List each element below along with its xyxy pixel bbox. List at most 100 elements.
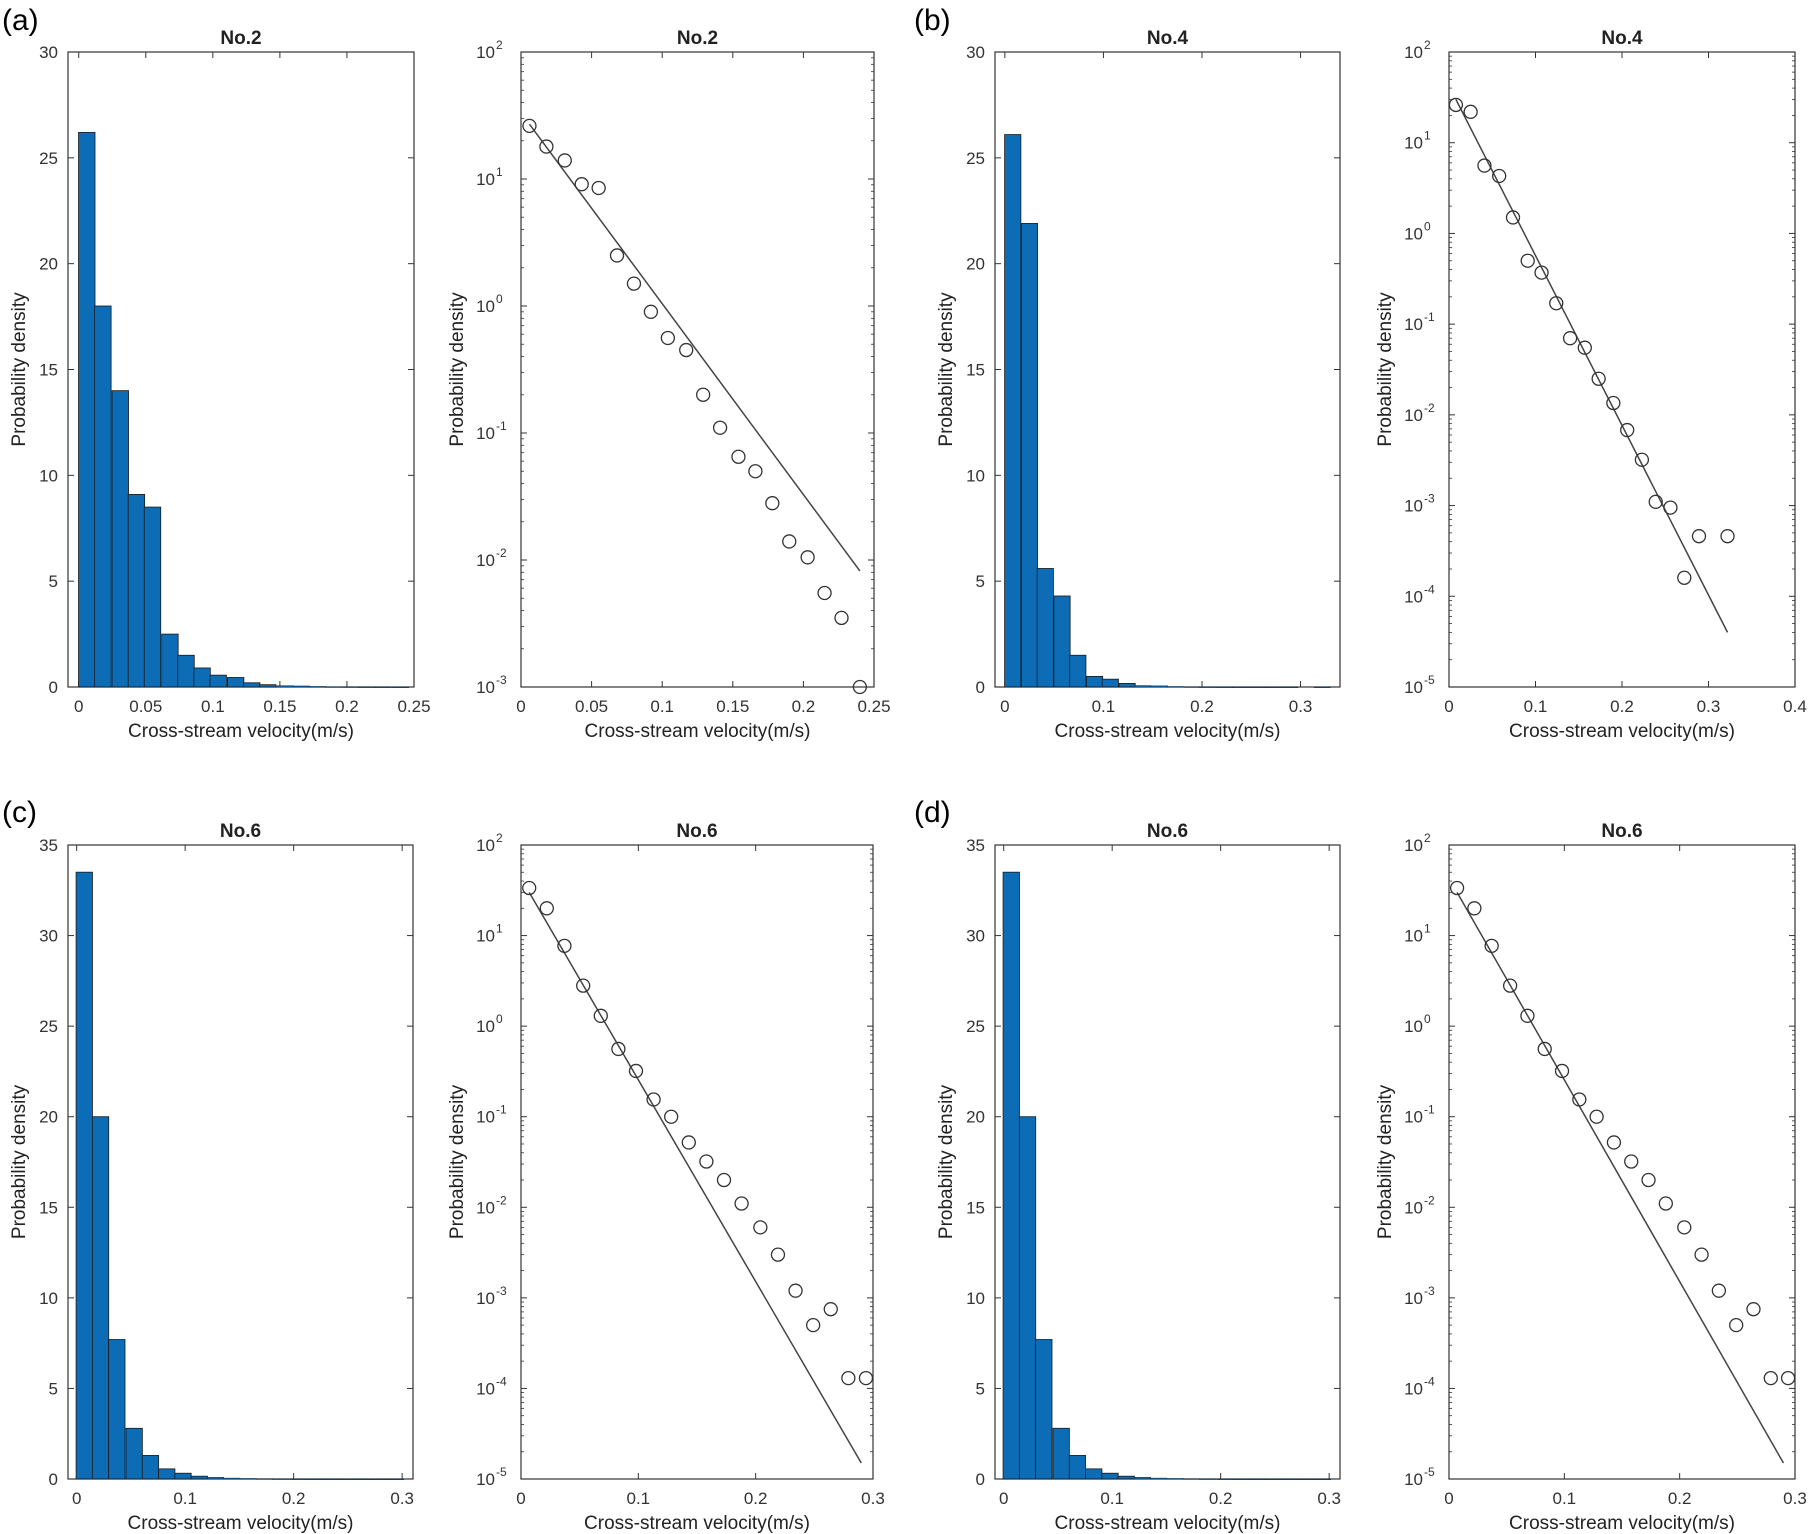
y-axis-label: Probability density bbox=[1375, 1084, 1396, 1239]
y-axis-label: Probability density bbox=[447, 292, 468, 447]
y-tick-label: 10 bbox=[39, 1289, 58, 1308]
y-tick-label: 10 bbox=[1404, 678, 1423, 697]
histogram-bar bbox=[293, 686, 309, 687]
histogram-bar bbox=[1298, 1479, 1314, 1480]
data-point bbox=[766, 497, 779, 510]
y-tick-label: 5 bbox=[976, 572, 985, 591]
histogram-bar bbox=[1183, 1479, 1199, 1480]
y-tick-base: 10 bbox=[476, 1470, 495, 1489]
histogram-bar bbox=[375, 687, 391, 688]
histogram-bar bbox=[290, 1479, 306, 1480]
histogram-bar bbox=[194, 668, 210, 687]
y-tick-base: 10 bbox=[476, 836, 495, 855]
y-tick-exponent: -1 bbox=[1424, 1103, 1435, 1117]
data-point bbox=[665, 1110, 678, 1123]
y-tick-label: 10 bbox=[476, 1108, 495, 1127]
x-axis-label: Cross-stream velocity(m/s) bbox=[128, 1513, 354, 1534]
data-point bbox=[835, 611, 848, 624]
y-tick-label: 30 bbox=[39, 927, 58, 946]
histogram-bar bbox=[1167, 686, 1183, 687]
x-tick-label: 0.3 bbox=[1697, 697, 1721, 716]
data-point bbox=[1692, 530, 1705, 543]
data-point bbox=[1564, 332, 1577, 345]
x-tick-label: 0.15 bbox=[716, 697, 749, 716]
y-tick-label: 25 bbox=[39, 1017, 58, 1036]
data-point bbox=[1468, 902, 1481, 915]
y-tick-exponent: 0 bbox=[496, 292, 503, 306]
axes-box bbox=[1449, 52, 1795, 687]
x-tick-label: 0.3 bbox=[390, 1489, 414, 1508]
data-point bbox=[754, 1221, 767, 1234]
histogram-bar bbox=[1021, 223, 1037, 687]
y-tick-exponent: -2 bbox=[496, 1193, 507, 1207]
data-point bbox=[627, 277, 640, 290]
data-point bbox=[717, 1174, 730, 1187]
chart-7: 0 0.1 0.2 0.305101520253035No.6Cross-stream… bbox=[936, 821, 1341, 1534]
histogram-bar bbox=[227, 677, 243, 687]
y-tick-label: 15 bbox=[966, 361, 985, 380]
data-point bbox=[1712, 1284, 1725, 1297]
y-tick-label: 25 bbox=[966, 149, 985, 168]
y-tick-base: 10 bbox=[1404, 1470, 1423, 1489]
histogram-bar bbox=[325, 687, 341, 688]
axes-box bbox=[1449, 845, 1795, 1479]
chart-1: 0 0.05 0.1 0.15 0.2 0.25051015202530No.2Cross… bbox=[9, 28, 431, 742]
y-tick-label: 15 bbox=[39, 361, 58, 380]
y-tick-exponent: -1 bbox=[496, 419, 507, 433]
x-tick-label: 0.2 bbox=[282, 1489, 306, 1508]
chart-title: No.4 bbox=[1601, 28, 1643, 49]
histogram-bar bbox=[1086, 1469, 1102, 1479]
histogram-bar bbox=[1003, 872, 1019, 1479]
x-tick-label: 0.2 bbox=[1209, 1489, 1233, 1508]
fit-line bbox=[529, 124, 859, 571]
data-point bbox=[1642, 1174, 1655, 1187]
histogram-bar bbox=[178, 655, 194, 687]
histogram-bar bbox=[1037, 568, 1053, 687]
data-point bbox=[789, 1284, 802, 1297]
y-tick-exponent: -3 bbox=[496, 673, 507, 687]
histogram-bar bbox=[355, 1479, 371, 1480]
chart-6: 0 0.1 0.2 0.310-510-410-310-210-1100101102 N… bbox=[447, 821, 885, 1534]
y-tick-label: 10 bbox=[476, 1289, 495, 1308]
x-tick-label: 0.1 bbox=[627, 1489, 651, 1508]
histogram-bar bbox=[1151, 686, 1167, 687]
y-tick-exponent: 1 bbox=[496, 922, 503, 936]
chart-title: No.6 bbox=[676, 821, 717, 842]
y-tick-exponent: -3 bbox=[1424, 492, 1435, 506]
y-tick-base: 10 bbox=[1404, 836, 1423, 855]
data-point bbox=[771, 1248, 784, 1261]
y-tick-base: 10 bbox=[1404, 43, 1423, 62]
data-point bbox=[575, 178, 588, 191]
y-tick-base: 10 bbox=[1404, 1108, 1423, 1127]
data-point bbox=[735, 1197, 748, 1210]
histogram-bar bbox=[224, 1478, 240, 1479]
y-tick-base: 10 bbox=[476, 170, 495, 189]
x-axis-label: Cross-stream velocity(m/s) bbox=[128, 721, 354, 742]
x-tick-label: 0 bbox=[72, 1489, 81, 1508]
x-axis-label: Cross-stream velocity(m/s) bbox=[1509, 1513, 1735, 1534]
y-tick-label: 5 bbox=[49, 572, 58, 591]
y-tick-base: 10 bbox=[476, 424, 495, 443]
x-tick-label: 0.1 bbox=[650, 697, 674, 716]
histogram-bar bbox=[309, 686, 325, 687]
histogram-bar bbox=[306, 1479, 322, 1480]
y-tick-label: 10 bbox=[1404, 1017, 1423, 1036]
y-tick-base: 10 bbox=[1404, 1198, 1423, 1217]
histogram-bar bbox=[1266, 1479, 1282, 1480]
histogram-bar bbox=[1233, 1479, 1249, 1480]
histogram-bar bbox=[1054, 596, 1070, 687]
histogram-bar bbox=[1232, 687, 1248, 688]
histogram-bar bbox=[1199, 1479, 1215, 1480]
y-tick-base: 10 bbox=[476, 43, 495, 62]
histogram-bar bbox=[76, 872, 92, 1479]
y-tick-label: 10 bbox=[966, 466, 985, 485]
y-tick-label: 10 bbox=[1404, 406, 1423, 425]
chart-title: No.6 bbox=[1147, 821, 1188, 842]
y-tick-label: 25 bbox=[966, 1017, 985, 1036]
histogram-bar bbox=[277, 686, 293, 687]
y-tick-label: 10 bbox=[476, 1470, 495, 1489]
y-tick-label: 5 bbox=[976, 1379, 985, 1398]
chart-title: No.4 bbox=[1147, 28, 1189, 49]
histogram-bar bbox=[1249, 1479, 1265, 1480]
data-point bbox=[732, 450, 745, 463]
